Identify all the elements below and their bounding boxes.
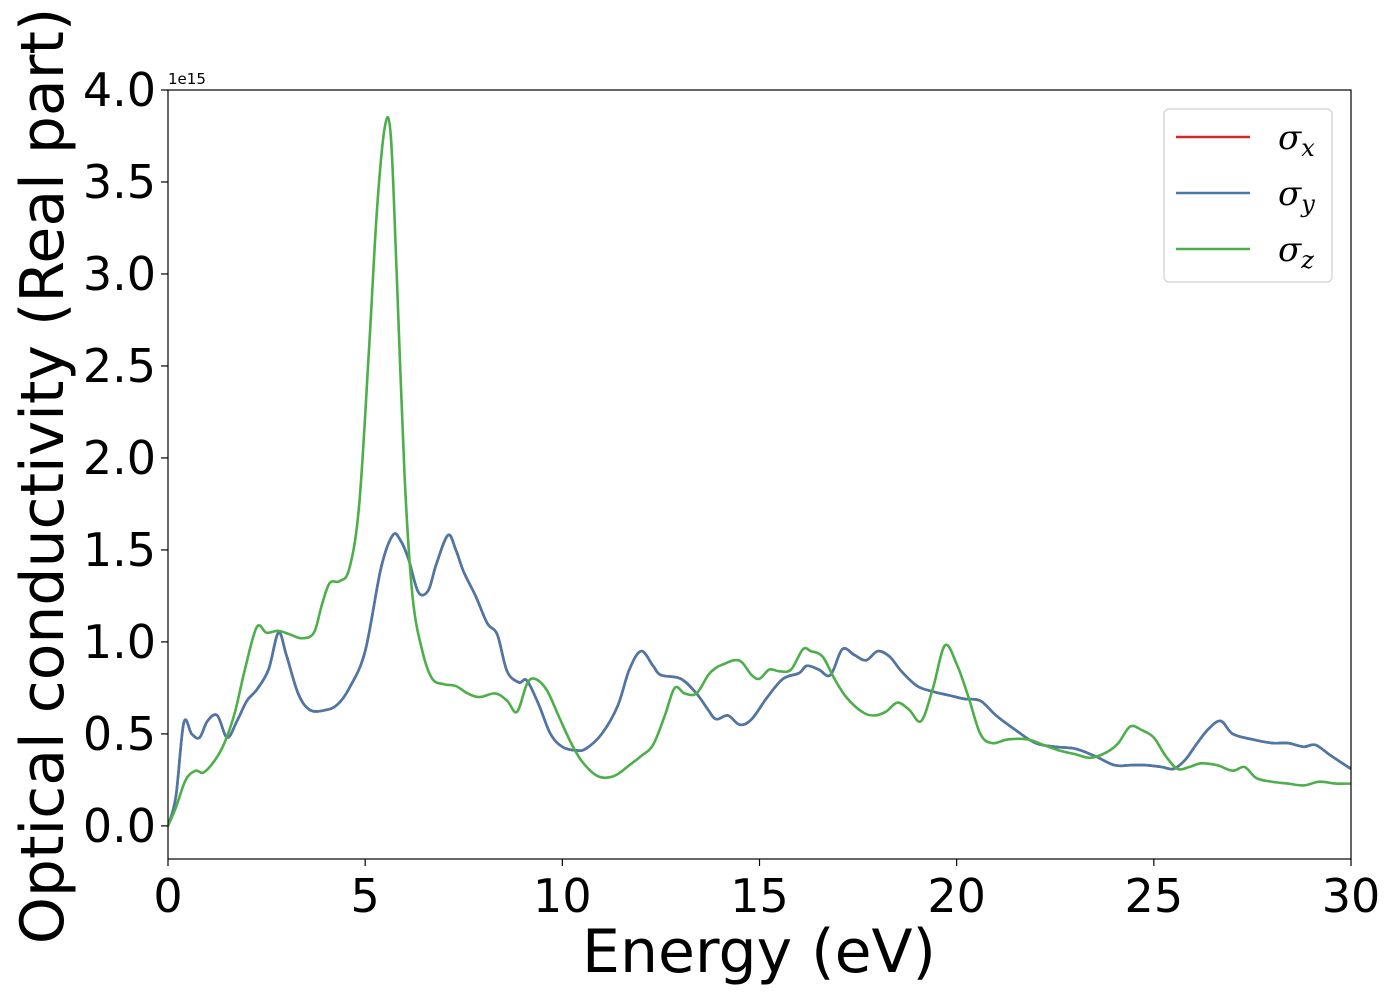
series-line-y — [168, 532, 1351, 828]
x-tick-label: 25 — [1125, 869, 1184, 923]
y-tick-label: 3.0 — [83, 247, 156, 301]
x-tick-label: 0 — [153, 869, 182, 923]
y-tick-label: 2.5 — [83, 339, 156, 393]
series-line-z — [168, 116, 1351, 828]
y-tick-label: 4.0 — [83, 63, 156, 117]
axes-layer: 0 5 10 15 20 25 30 0.0 0.5 1.0 1.5 2.0 2.5 3.0 3.5 4.0 — [83, 63, 1380, 923]
y-tick-label: 2.0 — [83, 431, 156, 485]
legend-label-y: σy — [1278, 174, 1315, 218]
x-tick-label: 5 — [351, 869, 380, 923]
x-tick-label: 20 — [927, 869, 986, 923]
legend-subscript-y: y — [1300, 190, 1315, 218]
y-tick-label: 1.0 — [83, 615, 156, 669]
legend-subscript-x: x — [1301, 134, 1315, 162]
y-tick-label: 0.5 — [83, 707, 156, 761]
x-tick-label: 30 — [1322, 869, 1381, 923]
legend-subscript-z: z — [1300, 246, 1314, 274]
y-tick-label: 0.0 — [83, 799, 156, 853]
y-offset-label: 1e15 — [168, 70, 206, 88]
y-axis-label: Optical conductivity (Real part) — [8, 8, 78, 945]
x-tick-label: 15 — [730, 869, 789, 923]
legend-box — [1163, 108, 1333, 283]
x-axis-label: Energy (eV) — [582, 917, 936, 987]
y-tick-label: 3.5 — [83, 155, 156, 209]
y-tick-label: 1.5 — [83, 523, 156, 577]
x-tick-label: 10 — [533, 869, 592, 923]
series-layer — [168, 116, 1351, 828]
